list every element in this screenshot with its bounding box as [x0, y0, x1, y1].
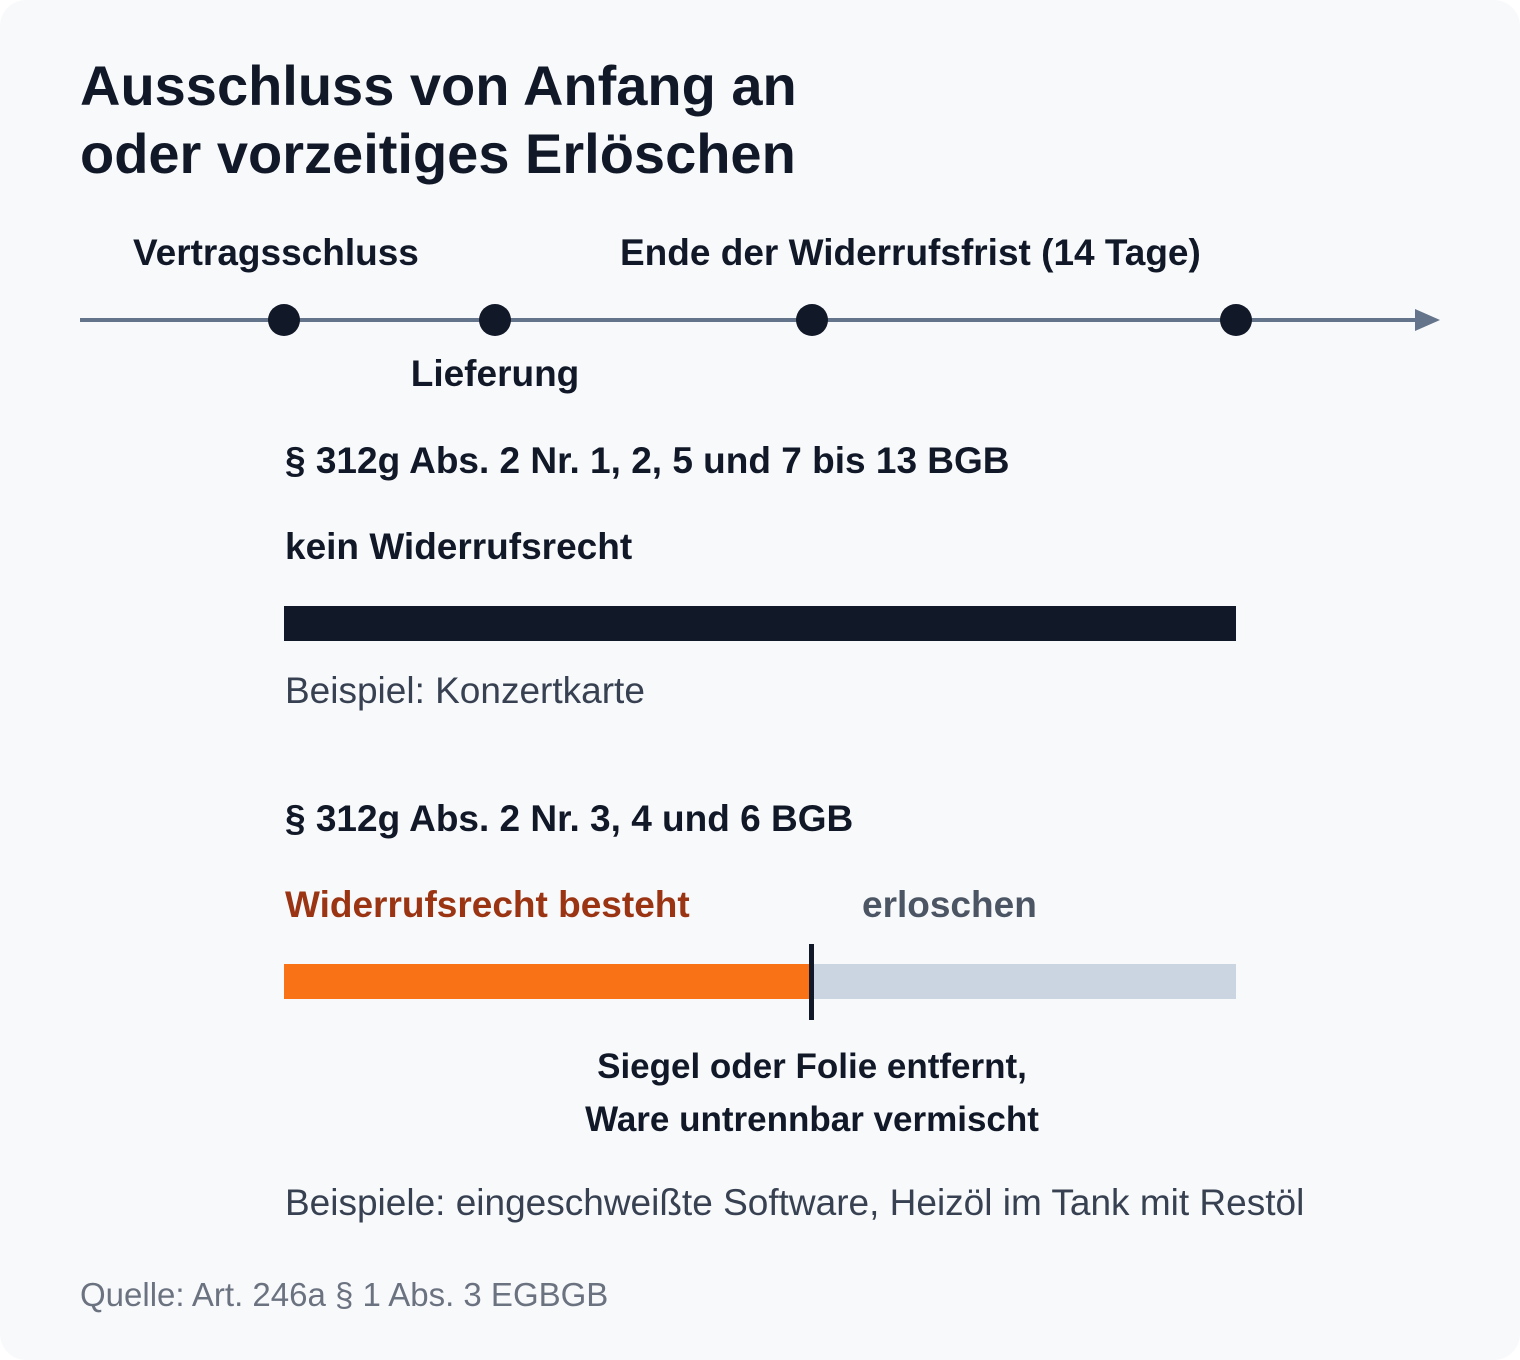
timeline-axis [80, 304, 1440, 336]
dot-vertragsschluss [268, 304, 300, 336]
page-title: Ausschluss von Anfang an oder vorzeitige… [80, 52, 797, 188]
case2-heading: § 312g Abs. 2 Nr. 3, 4 und 6 BGB [285, 798, 854, 839]
case2-bar-expired [812, 964, 1236, 999]
label-lieferung: Lieferung [410, 353, 580, 394]
case2-event-line-2: Ware untrennbar vermischt [585, 1100, 1039, 1139]
source-note: Quelle: Art. 246a § 1 Abs. 3 EGBGB [80, 1276, 609, 1313]
case1-heading: § 312g Abs. 2 Nr. 1, 2, 5 und 7 bis 13 B… [285, 440, 1010, 481]
case2-event-marker [809, 944, 814, 1020]
timeline-arrowhead [1415, 309, 1440, 331]
case1-example: Beispiel: Konzertkarte [285, 670, 645, 711]
dot-ende-widerrufsfrist [1220, 304, 1252, 336]
case2-event-text: Siegel oder Folie entfernt, Ware untrenn… [585, 1040, 1039, 1146]
case2-status-expired: erloschen [862, 884, 1037, 925]
title-line-1: Ausschluss von Anfang an [80, 54, 797, 117]
case2-bar-active [284, 964, 812, 999]
case2-event-line-1: Siegel oder Folie entfernt, [597, 1047, 1027, 1086]
label-ende-widerrufsfrist: Ende der Widerrufsfrist (14 Tage) [620, 232, 1201, 273]
case2-example: Beispiele: eingeschweißte Software, Heiz… [285, 1182, 1305, 1223]
dot-lieferung [479, 304, 511, 336]
case1-bar-no-right [284, 606, 1236, 641]
dot-event [796, 304, 828, 336]
label-vertragsschluss: Vertragsschluss [133, 232, 419, 273]
case2-status-active: Widerrufsrecht besteht [285, 884, 690, 925]
title-line-2: oder vorzeitiges Erlöschen [80, 122, 796, 185]
case1-status: kein Widerrufsrecht [285, 526, 633, 567]
